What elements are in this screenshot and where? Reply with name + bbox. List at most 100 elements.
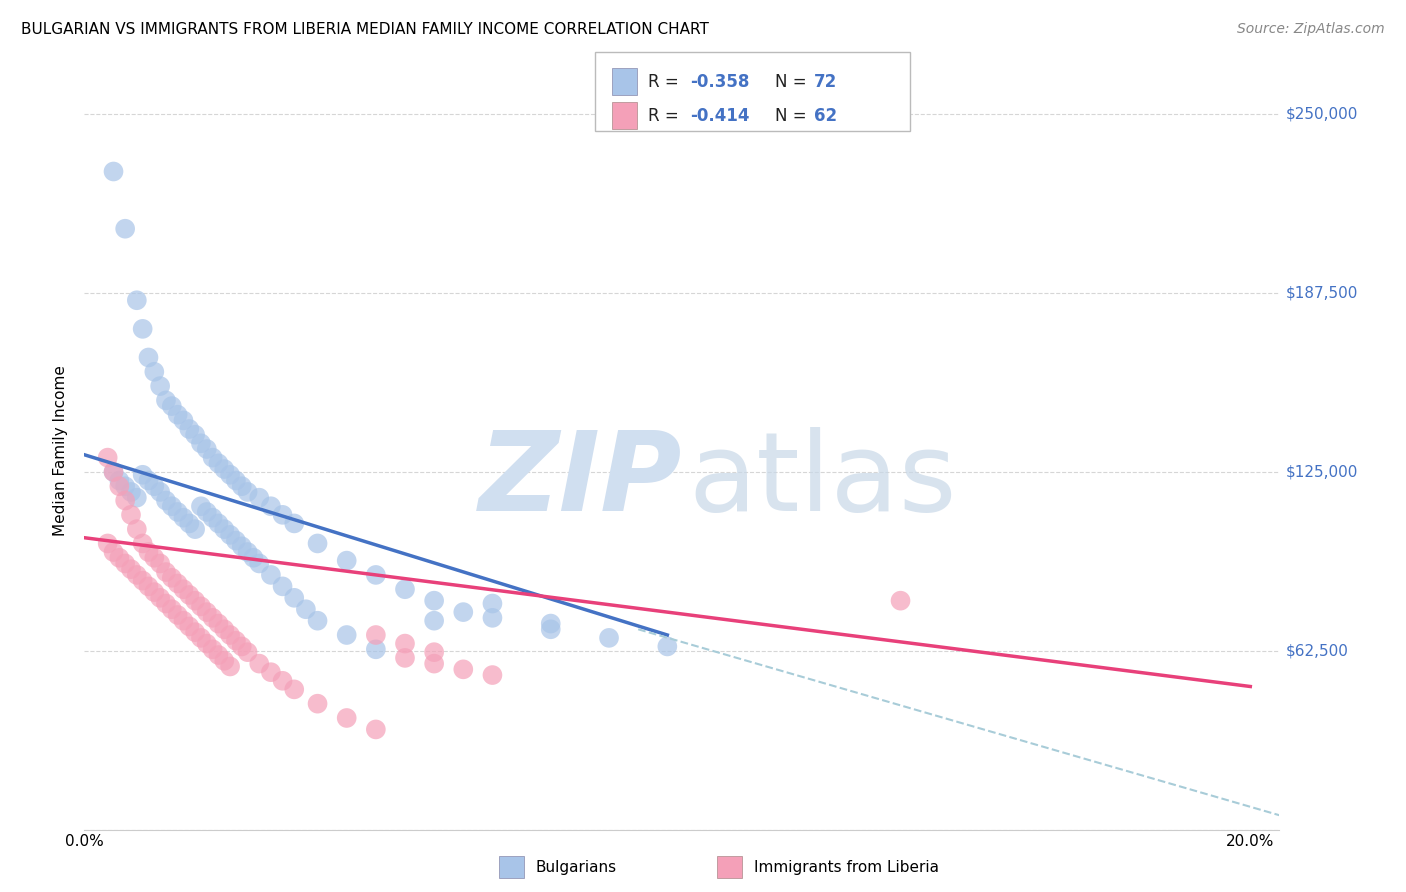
Point — [108, 479, 131, 493]
Point — [166, 505, 188, 519]
Point — [214, 622, 236, 636]
Point — [219, 528, 242, 542]
Point — [260, 665, 283, 680]
Point — [155, 493, 177, 508]
Point — [97, 450, 120, 465]
Point — [108, 474, 131, 488]
Point — [103, 465, 125, 479]
Point — [138, 474, 160, 488]
Point — [179, 619, 201, 633]
Point — [114, 221, 136, 235]
Point — [307, 697, 329, 711]
Point — [166, 607, 188, 622]
Point — [236, 545, 259, 559]
Point — [231, 479, 253, 493]
Point — [364, 568, 387, 582]
Point — [149, 557, 172, 571]
Point — [172, 510, 194, 524]
Point — [207, 516, 229, 531]
Point — [231, 539, 253, 553]
Point — [295, 602, 318, 616]
Point — [201, 510, 224, 524]
Point — [214, 654, 236, 668]
Point — [231, 640, 253, 654]
Text: Immigrants from Liberia: Immigrants from Liberia — [754, 860, 939, 874]
Text: R =: R = — [648, 72, 685, 91]
Point — [307, 614, 329, 628]
Point — [394, 582, 416, 597]
Point — [108, 550, 131, 565]
Point — [190, 631, 212, 645]
Text: BULGARIAN VS IMMIGRANTS FROM LIBERIA MEDIAN FAMILY INCOME CORRELATION CHART: BULGARIAN VS IMMIGRANTS FROM LIBERIA MED… — [21, 22, 709, 37]
Point — [143, 585, 166, 599]
Text: 62: 62 — [814, 107, 837, 125]
Point — [172, 614, 194, 628]
Point — [225, 633, 247, 648]
Point — [598, 631, 620, 645]
Point — [149, 485, 172, 500]
Text: Bulgarians: Bulgarians — [536, 860, 617, 874]
Point — [114, 557, 136, 571]
Point — [120, 485, 142, 500]
Point — [481, 597, 503, 611]
Point — [138, 579, 160, 593]
Point — [242, 550, 264, 565]
Point — [149, 591, 172, 605]
Point — [423, 593, 446, 607]
Point — [214, 522, 236, 536]
Point — [103, 465, 125, 479]
Point — [184, 522, 207, 536]
Point — [184, 593, 207, 607]
Point — [120, 562, 142, 576]
Point — [247, 491, 270, 505]
Point — [271, 673, 294, 688]
Point — [125, 491, 148, 505]
Point — [155, 393, 177, 408]
Point — [155, 597, 177, 611]
Point — [195, 442, 218, 456]
Point — [423, 614, 446, 628]
Point — [219, 467, 242, 482]
Point — [160, 602, 183, 616]
Point — [143, 479, 166, 493]
Point — [97, 536, 120, 550]
Point — [657, 640, 679, 654]
Text: -0.358: -0.358 — [690, 72, 749, 91]
Point — [160, 571, 183, 585]
Point — [131, 536, 153, 550]
Text: R =: R = — [648, 107, 685, 125]
Point — [307, 536, 329, 550]
Point — [195, 505, 218, 519]
Point — [364, 642, 387, 657]
Point — [179, 422, 201, 436]
Point — [143, 550, 166, 565]
Point — [271, 508, 294, 522]
Point — [336, 553, 359, 567]
Point — [103, 545, 125, 559]
Point — [179, 516, 201, 531]
Point — [166, 576, 188, 591]
Point — [260, 500, 283, 514]
Point — [190, 436, 212, 450]
Point — [364, 628, 387, 642]
Point — [219, 659, 242, 673]
Point — [131, 574, 153, 588]
Text: N =: N = — [775, 72, 811, 91]
Point — [160, 500, 183, 514]
Point — [207, 456, 229, 470]
Point — [394, 637, 416, 651]
Point — [201, 450, 224, 465]
Point — [190, 500, 212, 514]
Text: 72: 72 — [814, 72, 838, 91]
Text: atlas: atlas — [688, 427, 956, 534]
Point — [131, 467, 153, 482]
Point — [336, 711, 359, 725]
Point — [889, 593, 911, 607]
Point — [260, 568, 283, 582]
Point — [172, 582, 194, 597]
Point — [481, 668, 503, 682]
Point — [190, 599, 212, 614]
Point — [184, 625, 207, 640]
Point — [103, 164, 125, 178]
Point — [540, 622, 562, 636]
